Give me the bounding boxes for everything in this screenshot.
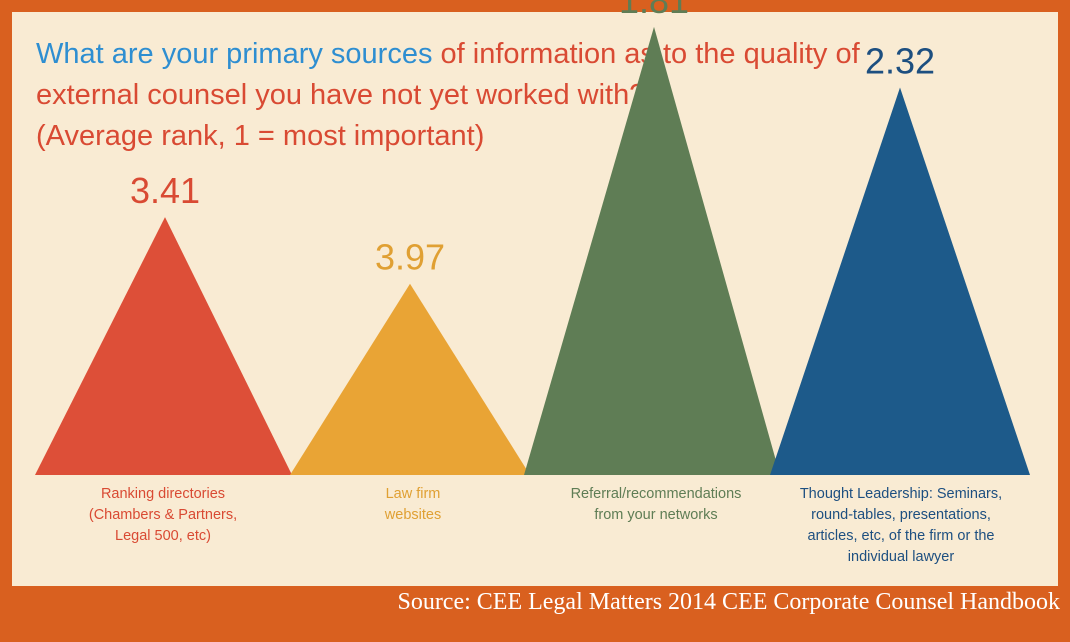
category-label-ranking-directories: Ranking directories (Chambers & Partners,… (48, 484, 278, 547)
category-label-referral-networks: Referral/recommendations from your networ… (531, 484, 781, 526)
category-label-thought-leadership: Thought Leadership: Seminars, round-table… (766, 484, 1036, 568)
title-line-2: external counsel you have not yet worked… (36, 79, 646, 111)
category-line: round-tables, presentations, (811, 507, 991, 523)
category-line: individual lawyer (847, 549, 955, 565)
value-label-thought-leadership: 2.32 (865, 41, 935, 82)
title-line-3: (Average rank, 1 = most important) (36, 120, 485, 152)
chart-title: What are your primary sources of informa… (36, 34, 1046, 157)
value-label-law-firm-websites: 3.97 (375, 237, 445, 278)
category-line: articles, etc, of the firm or the (807, 528, 995, 544)
category-label-law-firm-websites: Law firm websites (323, 484, 503, 526)
triangle-ranking-directories (35, 217, 292, 476)
category-line: Ranking directories (100, 486, 226, 502)
source-credit: Source: CEE Legal Matters 2014 CEE Corpo… (397, 589, 1060, 615)
triangle-referral-networks (524, 26, 780, 476)
triangle-law-firm-websites (290, 283, 530, 475)
value-label-ranking-directories: 3.41 (130, 170, 200, 211)
category-line: (Chambers & Partners, (88, 507, 238, 523)
category-line: websites (384, 507, 442, 523)
category-line: Thought Leadership: Seminars, (799, 486, 1003, 502)
category-line: Legal 500, etc) (115, 528, 211, 544)
category-line: from your networks (594, 507, 718, 523)
triangle-thought-leadership (770, 87, 1030, 475)
category-line: Law firm (385, 486, 441, 502)
category-line: Referral/recommendations (570, 486, 742, 502)
value-label-referral-networks: 1.81 (619, 0, 689, 21)
title-highlight: What are your primary sources (36, 38, 433, 70)
